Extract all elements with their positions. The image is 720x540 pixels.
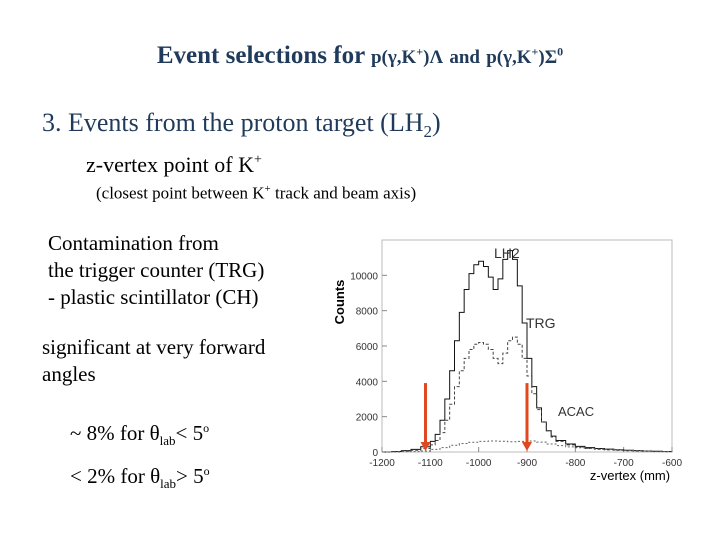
x-tick-label: -700 bbox=[614, 458, 634, 469]
annotation-lh2: LH2 bbox=[494, 245, 520, 261]
zvertex-line: z-vertex point of K+ bbox=[86, 152, 262, 177]
contam-line-1: Contamination from bbox=[48, 231, 219, 255]
x-tick-label: -600 bbox=[662, 458, 682, 469]
y-tick-label: 6000 bbox=[356, 342, 379, 353]
percentage-line-1: ~ 8% for θlab< 5o bbox=[70, 421, 210, 449]
closest-point-line: (closest point between K+ track and beam… bbox=[96, 183, 417, 203]
y-tick-label: 2000 bbox=[356, 413, 379, 424]
y-tick-label: 8000 bbox=[356, 307, 379, 318]
x-tick-label: -1100 bbox=[418, 458, 443, 469]
x-axis-label: z-vertex (mm) bbox=[590, 468, 670, 483]
y-axis-label: Counts bbox=[332, 280, 347, 325]
signif-line-2: angles bbox=[42, 362, 96, 386]
title-reaction-sigma: p(γ,K+)Σ0 bbox=[486, 44, 564, 68]
title-and: and bbox=[449, 47, 480, 68]
contamination-paragraph: Contamination from the trigger counter (… bbox=[48, 230, 264, 311]
percentage-line-2: < 2% for θlab> 5o bbox=[70, 464, 210, 492]
y-tick-label: 10000 bbox=[350, 271, 378, 282]
significance-paragraph: significant at very forward angles bbox=[42, 334, 265, 388]
cut-marker-arrow-2 bbox=[522, 442, 532, 451]
contam-line-2: the trigger counter (TRG) bbox=[48, 258, 265, 282]
contam-line-3: - plastic scintillator (CH) bbox=[48, 285, 259, 309]
y-tick-label: 0 bbox=[372, 448, 378, 459]
x-tick-label: -1200 bbox=[369, 458, 395, 469]
cut-marker-arrow-1 bbox=[420, 442, 431, 451]
title-main: Event selections for bbox=[156, 42, 365, 69]
y-tick-label: 4000 bbox=[356, 377, 379, 388]
annotation-trg: TRG bbox=[526, 315, 556, 331]
annotation-acac: ACAC bbox=[558, 404, 594, 419]
x-tick-label: -800 bbox=[565, 458, 585, 469]
zvertex-histogram: 0 2000 4000 6000 8000 10000 -1200 -1100 -1000 -9… bbox=[332, 239, 682, 483]
x-tick-label: -1000 bbox=[466, 458, 492, 469]
series-trg bbox=[382, 336, 673, 453]
signif-line-1: significant at very forward bbox=[42, 335, 266, 359]
series-acac bbox=[382, 440, 673, 453]
section-heading: 3. Events from the proton target (LH2) bbox=[42, 108, 441, 142]
slide-title: Event selections for p(γ,K+)Λ and p(γ,K+… bbox=[0, 42, 720, 70]
percentage-list: ~ 8% for θlab< 5o < 2% for θlab> 5o bbox=[70, 413, 210, 499]
title-reaction-lambda: p(γ,K+)Λ bbox=[370, 44, 444, 68]
x-tick-label: -900 bbox=[517, 458, 537, 469]
